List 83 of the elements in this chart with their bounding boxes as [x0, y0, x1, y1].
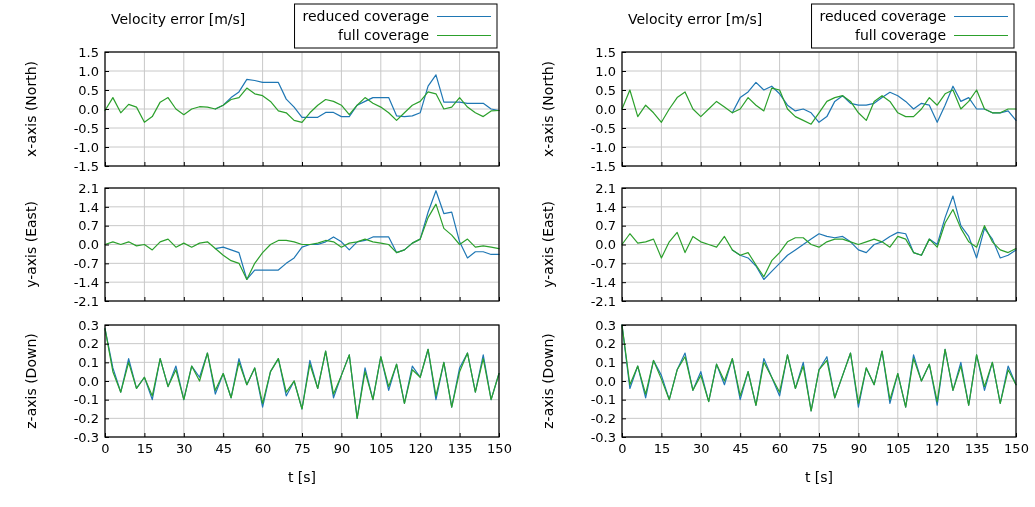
y-tick-label: -1.0 [73, 139, 99, 155]
x-tick-label: 30 [176, 441, 193, 457]
y-axis-title: z-axis (Down) [540, 333, 556, 429]
y-tick-label: 0.2 [78, 336, 99, 352]
y-tick-label: 0.0 [595, 237, 616, 253]
chart-title: Velocity error [m/s] [628, 11, 763, 27]
y-tick-label: 0.1 [595, 354, 616, 370]
y-tick-label: 0.1 [78, 354, 99, 370]
y-tick-label: 0.3 [78, 317, 99, 333]
x-tick-label: 0 [618, 441, 627, 457]
y-tick-label: 0.5 [78, 82, 99, 98]
y-tick-label: 0.2 [595, 336, 616, 352]
x-tick-label: 105 [368, 441, 394, 457]
x-tick-label: 120 [925, 441, 951, 457]
x-tick-label: 15 [136, 441, 154, 457]
x-tick-label: 60 [254, 441, 272, 457]
x-tick-label: 0 [101, 441, 110, 457]
y-tick-label: 1.5 [595, 44, 616, 60]
x-axis-title: t [s] [804, 469, 834, 485]
y-tick-label: -2.1 [73, 293, 99, 309]
y-tick-label: 1.0 [78, 63, 99, 79]
y-axis-title: z-axis (Down) [23, 333, 39, 429]
y-axis-title: x-axis (North) [23, 61, 39, 157]
y-tick-label: -0.1 [73, 392, 99, 408]
x-tick-label: 45 [215, 441, 232, 457]
x-axis-title: t [s] [287, 469, 317, 485]
legend-label: reduced coverage [302, 7, 429, 24]
line-series [731, 81, 1017, 123]
line-series [104, 87, 500, 123]
x-tick-label: 135 [447, 441, 473, 457]
y-tick-label: -0.1 [590, 392, 616, 408]
y-tick-label: 1.5 [78, 44, 99, 60]
line-series [621, 208, 1017, 278]
y-tick-label: 0.0 [78, 237, 99, 253]
x-tick-label: 15 [653, 441, 671, 457]
y-tick-label: 0.0 [78, 101, 99, 117]
y-tick-label: -0.7 [73, 255, 99, 271]
y-tick-label: -0.2 [590, 410, 616, 426]
y-tick-label: 2.1 [78, 180, 99, 196]
y-tick-label: -0.5 [590, 120, 616, 136]
legend-label: full coverage [854, 26, 946, 43]
y-tick-label: 1.4 [78, 199, 99, 215]
x-tick-label: 60 [771, 441, 789, 457]
y-axis-title: y-axis (East) [540, 201, 556, 288]
y-tick-label: -0.7 [590, 255, 616, 271]
y-tick-label: -0.3 [73, 429, 99, 445]
x-tick-label: 75 [294, 441, 311, 457]
y-tick-label: -1.5 [590, 158, 616, 174]
y-axis-title: x-axis (North) [540, 61, 556, 157]
y-tick-label: 0.0 [78, 373, 99, 389]
line-series [621, 87, 1017, 125]
x-tick-label: 45 [732, 441, 749, 457]
x-tick-label: 150 [1004, 441, 1029, 457]
y-tick-label: -2.1 [590, 293, 616, 309]
legend-label: reduced coverage [819, 7, 946, 24]
x-tick-label: 120 [408, 441, 434, 457]
y-tick-label: -0.5 [73, 120, 99, 136]
y-tick-label: 2.1 [595, 180, 616, 196]
y-tick-label: -0.3 [590, 429, 616, 445]
y-tick-label: -1.5 [73, 158, 99, 174]
line-series [104, 203, 500, 281]
y-tick-label: 0.7 [595, 218, 616, 234]
x-tick-label: 135 [964, 441, 990, 457]
x-tick-label: 90 [333, 441, 351, 457]
x-tick-label: 75 [811, 441, 828, 457]
x-tick-label: 30 [693, 441, 710, 457]
y-tick-label: -1.4 [590, 274, 616, 290]
y-tick-label: 0.5 [595, 82, 616, 98]
y-tick-label: -1.0 [590, 139, 616, 155]
chart-title: Velocity error [m/s] [111, 11, 246, 27]
y-tick-label: 1.4 [595, 199, 616, 215]
y-tick-label: 0.3 [595, 317, 616, 333]
legend-label: full coverage [337, 26, 429, 43]
y-tick-label: 0.7 [78, 218, 99, 234]
y-axis-title: y-axis (East) [23, 201, 39, 288]
y-tick-label: -0.2 [73, 410, 99, 426]
y-tick-label: -1.4 [73, 274, 99, 290]
y-tick-label: 1.0 [595, 63, 616, 79]
y-tick-label: 0.0 [595, 373, 616, 389]
x-tick-label: 105 [885, 441, 911, 457]
y-tick-label: 0.0 [595, 101, 616, 117]
x-tick-label: 150 [487, 441, 512, 457]
x-tick-label: 90 [850, 441, 868, 457]
